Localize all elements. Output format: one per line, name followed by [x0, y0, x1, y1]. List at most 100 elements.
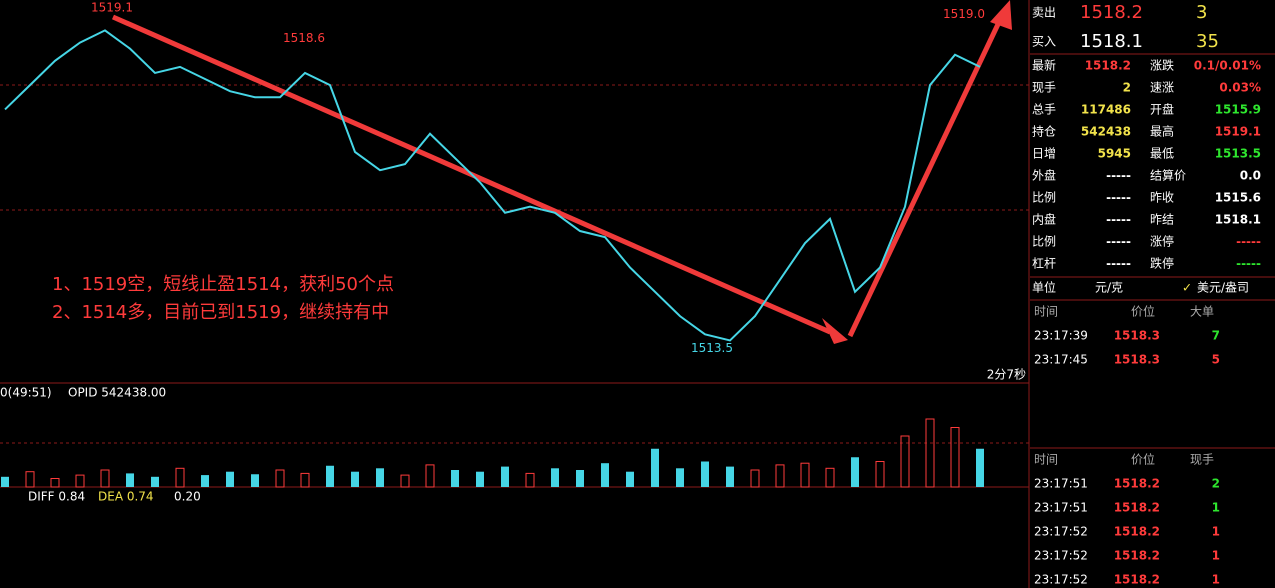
- stat-value: 1515.9: [1215, 103, 1261, 117]
- quote-ask: 1518.2: [1080, 2, 1143, 23]
- volume-bar: [476, 471, 484, 487]
- volume-bar: [925, 418, 935, 488]
- volume-bar: [775, 464, 785, 488]
- stat-value: -----: [1236, 257, 1261, 271]
- stat-value: -----: [1106, 213, 1131, 227]
- price-label: 1519.0: [943, 7, 985, 21]
- stat-value: 117486: [1081, 103, 1131, 117]
- stat-label: 跌停: [1150, 256, 1174, 271]
- stat-label: 持仓: [1032, 124, 1056, 139]
- price-label: 1519.1: [91, 1, 133, 15]
- stat-value: -----: [1106, 235, 1131, 249]
- stat-label: 比例: [1032, 191, 1056, 205]
- table-cell: 1518.3: [1114, 353, 1160, 367]
- table-cell: 1518.2: [1114, 549, 1160, 563]
- volume-bar: [601, 463, 609, 487]
- stat-label: 涨停: [1150, 234, 1174, 249]
- volume-bar: [275, 469, 285, 488]
- stat-label: 结算价: [1150, 168, 1186, 183]
- stat-value: 542438: [1081, 125, 1131, 139]
- volume-bar: [25, 471, 35, 488]
- table-cell: 23:17:51: [1034, 477, 1088, 491]
- volume-bar: [451, 470, 459, 487]
- table-cell: 23:17:52: [1034, 573, 1088, 587]
- table-header: 现手: [1190, 453, 1214, 467]
- arrow-head: [990, 0, 1012, 30]
- volume-bar: [576, 470, 584, 487]
- volume-bar: [701, 461, 709, 487]
- macd-header: DEA 0.74: [98, 490, 154, 504]
- stat-label: 开盘: [1150, 102, 1174, 117]
- volume-bar: [1, 476, 9, 487]
- volume-bar: [750, 469, 760, 488]
- table-header: 时间: [1034, 453, 1058, 467]
- table-header: 价位: [1131, 452, 1155, 467]
- table-header: 价位: [1131, 304, 1155, 319]
- volume-bar: [976, 448, 984, 487]
- price-label: 1513.5: [691, 341, 733, 355]
- volume-bar: [900, 435, 910, 488]
- volume-bar: [151, 476, 159, 487]
- volume-bar: [175, 467, 185, 488]
- table-cell: 2: [1212, 477, 1220, 491]
- volume-bar: [376, 468, 384, 487]
- stat-value: 1519.1: [1215, 125, 1261, 139]
- volume-bar: [300, 472, 310, 488]
- macd-header: DIFF 0.84: [28, 490, 85, 504]
- table-cell: 1: [1212, 525, 1220, 539]
- volume-bar: [351, 471, 359, 487]
- quote-ask: 3: [1196, 2, 1207, 23]
- stat-value: 1515.6: [1215, 191, 1261, 205]
- table-cell: 5: [1212, 353, 1220, 367]
- unit: 单位: [1032, 280, 1056, 295]
- volume-bar: [100, 469, 110, 488]
- stat-label: 杠杆: [1032, 256, 1056, 271]
- stat-value: 2: [1123, 81, 1131, 95]
- check-icon: ✓: [1182, 281, 1192, 295]
- stat-label: 最新: [1032, 58, 1056, 73]
- volume-bar: [400, 474, 410, 488]
- volume-bar: [126, 473, 134, 487]
- macd-header: 0.20: [174, 490, 201, 504]
- stat-value: 1518.1: [1215, 213, 1261, 227]
- stat-value: 0.0: [1240, 169, 1261, 183]
- volume-bar: [626, 471, 634, 487]
- quote-ask: 卖出: [1032, 6, 1056, 20]
- stat-label: 速涨: [1150, 80, 1174, 95]
- table-cell: 23:17:52: [1034, 525, 1088, 539]
- volume-bar: [425, 464, 435, 488]
- stat-value: 1518.2: [1085, 59, 1131, 73]
- price-label: 1518.6: [283, 31, 325, 45]
- stat-label: 总手: [1032, 103, 1056, 117]
- volume-bar: [726, 466, 734, 487]
- arrow-head: [822, 318, 848, 344]
- unit: 美元/盎司: [1197, 281, 1249, 295]
- volume-header: OPID 542438.00: [68, 386, 166, 400]
- quote-bid: 1518.1: [1080, 31, 1143, 52]
- table-cell: 1: [1212, 501, 1220, 515]
- stat-value: -----: [1106, 191, 1131, 205]
- volume-bar: [525, 472, 535, 488]
- stat-value: 5945: [1098, 147, 1131, 161]
- stat-value: -----: [1236, 235, 1261, 249]
- stat-label: 内盘: [1032, 212, 1056, 227]
- volume-bar: [201, 475, 209, 487]
- volume-bar: [676, 468, 684, 487]
- note: 2、1514多，目前已到1519，继续持有中: [52, 302, 389, 323]
- stat-value: -----: [1106, 169, 1131, 183]
- volume-bar: [50, 478, 60, 488]
- trend-arrow: [847, 18, 1003, 338]
- stat-label: 比例: [1032, 235, 1056, 249]
- volume-bar: [651, 448, 659, 487]
- volume-bar: [551, 468, 559, 487]
- stat-label: 最低: [1150, 147, 1174, 161]
- volume-bar: [75, 474, 85, 488]
- table-header: 时间: [1034, 305, 1058, 319]
- unit: 元/克: [1095, 281, 1123, 295]
- table-cell: 1518.2: [1114, 525, 1160, 539]
- stat-label: 昨结: [1150, 213, 1174, 227]
- stat-label: 涨跌: [1150, 58, 1174, 73]
- volume-bar: [226, 471, 234, 487]
- table-cell: 23:17:52: [1034, 549, 1088, 563]
